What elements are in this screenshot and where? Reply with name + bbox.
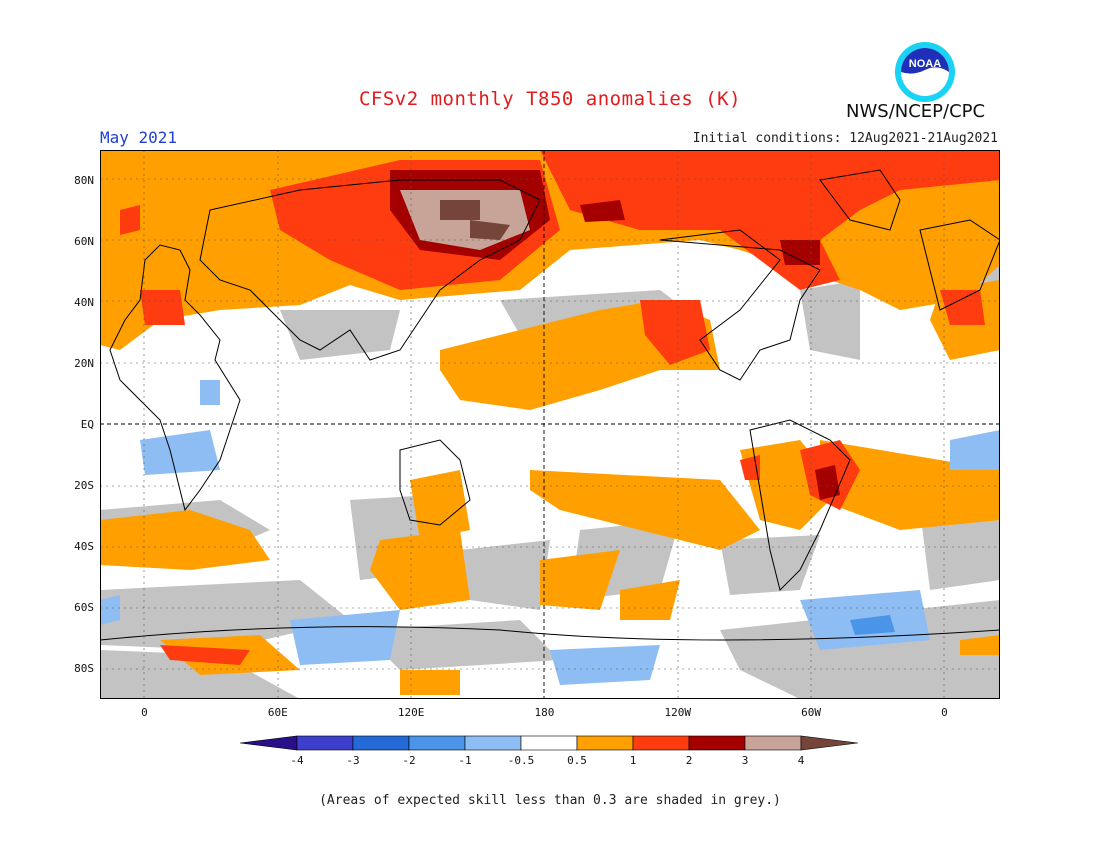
latitude-label: 40N [74,295,94,309]
longitude-label: 180 [534,706,555,719]
colorbar-label: -2 [402,754,416,767]
colorbar-label: -4 [290,754,304,767]
latitude-label: 20S [74,478,94,492]
latitude-label: 60N [74,234,94,248]
colorbar-swatch [520,735,578,751]
skill-note: (Areas of expected skill less than 0.3 a… [319,793,781,808]
colorbar-label: -1 [458,754,472,767]
map-frame [100,150,1000,699]
longitude-label: 120W [664,706,692,719]
latitude-label: 80S [74,661,94,675]
colorbar-swatch [408,735,466,751]
coastlines [100,169,1000,641]
colorbar-swatches [240,735,859,751]
colorbar-label: 1 [629,754,637,767]
map-title: CFSv2 monthly T850 anomalies (K) [358,88,742,110]
colorbar-label: 0.5 [567,754,587,767]
latitude-label: 40S [74,539,94,553]
colorbar-label: 4 [797,754,805,767]
colorbar-label: 3 [741,754,749,767]
colorbar [240,735,859,751]
colorbar-label: 2 [685,754,693,767]
latitude-label: EQ [80,417,94,431]
noaa-logo-text: NOAA [909,58,941,70]
colorbar-swatch-min [240,735,298,751]
global-anomaly-map [100,150,1000,699]
organization-label: NWS/NCEP/CPC [846,101,986,122]
anomaly-above-4 [440,200,510,240]
longitude-label: 60E [267,706,288,719]
equator-dateline [100,150,1000,699]
graticule [100,150,1000,699]
colorbar-swatch [632,735,690,751]
colorbar-swatch [576,735,634,751]
initial-conditions: Initial conditions: 12Aug2021-21Aug2021 [692,131,998,146]
anomaly-minus-1-to-minus-2 [850,615,895,635]
longitude-label: 120E [397,706,425,719]
latitude-label: 80N [74,173,94,187]
colorbar-swatch [744,735,802,751]
latitude-label: 60S [74,600,94,614]
colorbar-swatch [296,735,354,751]
latitude-label: 20N [74,356,94,370]
anomaly-minus-0.5-to-minus-1 [100,380,1000,685]
noaa-logo: NOAA [895,42,955,102]
colorbar-label: -3 [346,754,360,767]
colorbar-swatch [352,735,410,751]
colorbar-swatch [464,735,522,751]
colorbar-label: -0.5 [507,754,535,767]
longitude-label: 0 [941,706,948,719]
longitude-label: 0 [141,706,148,719]
colorbar-swatch [688,735,746,751]
colorbar-swatch-max [800,735,859,751]
longitude-label: 60W [801,706,822,719]
forecast-period: May 2021 [100,128,178,147]
